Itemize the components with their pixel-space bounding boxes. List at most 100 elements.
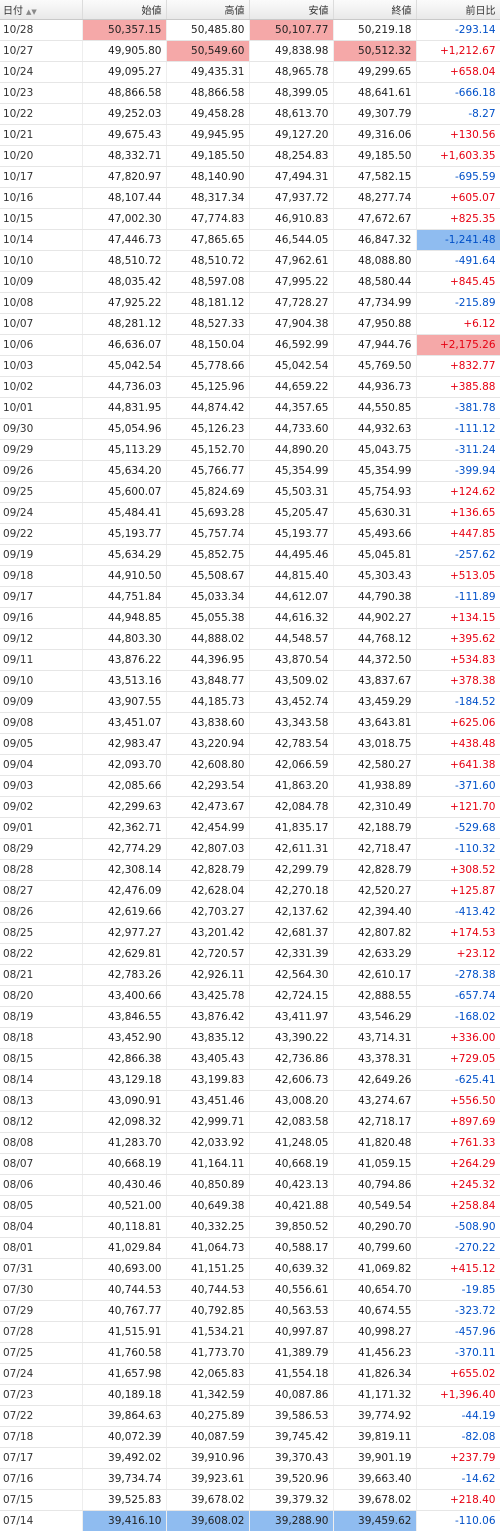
cell-date: 08/26 (0, 902, 82, 923)
cell-low: 50,107.77 (249, 20, 333, 41)
cell-low: 42,681.37 (249, 923, 333, 944)
cell-date: 09/09 (0, 692, 82, 713)
cell-high: 43,451.46 (166, 1091, 249, 1112)
cell-date: 09/03 (0, 776, 82, 797)
cell-high: 45,852.75 (166, 545, 249, 566)
cell-open: 50,357.15 (82, 20, 166, 41)
cell-low: 47,995.22 (249, 272, 333, 293)
cell-open: 49,905.80 (82, 41, 166, 62)
cell-open: 49,252.03 (82, 104, 166, 125)
column-header-low-label: 安値 (309, 6, 329, 17)
column-header-change[interactable]: 前日比 (416, 0, 500, 20)
cell-change: +641.38 (416, 755, 500, 776)
cell-low: 40,087.86 (249, 1385, 333, 1406)
cell-high: 42,293.54 (166, 776, 249, 797)
cell-low: 39,288.90 (249, 1511, 333, 1531)
cell-low: 42,736.86 (249, 1049, 333, 1070)
cell-low: 39,520.96 (249, 1469, 333, 1490)
cell-high: 48,597.08 (166, 272, 249, 293)
cell-date: 07/23 (0, 1385, 82, 1406)
cell-change: +258.84 (416, 1196, 500, 1217)
column-header-high[interactable]: 高値 (166, 0, 249, 20)
cell-open: 49,095.27 (82, 62, 166, 83)
cell-high: 43,876.42 (166, 1007, 249, 1028)
cell-change: +1,396.40 (416, 1385, 500, 1406)
cell-close: 49,299.65 (333, 62, 416, 83)
cell-close: 42,520.27 (333, 881, 416, 902)
cell-close: 42,188.79 (333, 818, 416, 839)
cell-open: 47,002.30 (82, 209, 166, 230)
cell-open: 42,098.32 (82, 1112, 166, 1133)
cell-close: 42,718.47 (333, 839, 416, 860)
cell-close: 44,932.63 (333, 419, 416, 440)
cell-date: 07/18 (0, 1427, 82, 1448)
cell-date: 09/29 (0, 440, 82, 461)
cell-high: 43,838.60 (166, 713, 249, 734)
cell-close: 45,754.93 (333, 482, 416, 503)
cell-open: 48,866.58 (82, 83, 166, 104)
cell-change: +124.62 (416, 482, 500, 503)
cell-date: 10/03 (0, 356, 82, 377)
cell-date: 08/21 (0, 965, 82, 986)
cell-high: 43,405.43 (166, 1049, 249, 1070)
cell-close: 47,582.15 (333, 167, 416, 188)
cell-low: 44,815.40 (249, 566, 333, 587)
cell-low: 44,659.22 (249, 377, 333, 398)
cell-high: 45,508.67 (166, 566, 249, 587)
cell-change: +447.85 (416, 524, 500, 545)
column-header-low[interactable]: 安値 (249, 0, 333, 20)
column-header-open[interactable]: 始値 (82, 0, 166, 20)
cell-close: 47,944.76 (333, 335, 416, 356)
cell-low: 43,411.97 (249, 1007, 333, 1028)
cell-high: 50,549.60 (166, 41, 249, 62)
cell-open: 47,446.73 (82, 230, 166, 251)
cell-change: -184.52 (416, 692, 500, 713)
cell-close: 50,512.32 (333, 41, 416, 62)
cell-open: 39,734.74 (82, 1469, 166, 1490)
cell-close: 40,794.86 (333, 1175, 416, 1196)
column-header-date[interactable]: 日付▲▼ (0, 0, 82, 20)
cell-date: 10/17 (0, 167, 82, 188)
cell-close: 41,059.15 (333, 1154, 416, 1175)
cell-low: 48,965.78 (249, 62, 333, 83)
cell-change: +218.40 (416, 1490, 500, 1511)
cell-low: 48,613.70 (249, 104, 333, 125)
cell-change: -278.38 (416, 965, 500, 986)
cell-change: -311.24 (416, 440, 500, 461)
cell-open: 42,629.81 (82, 944, 166, 965)
cell-date: 09/04 (0, 755, 82, 776)
cell-close: 39,774.92 (333, 1406, 416, 1427)
cell-high: 40,850.89 (166, 1175, 249, 1196)
cell-low: 40,423.13 (249, 1175, 333, 1196)
cell-open: 41,029.84 (82, 1238, 166, 1259)
cell-change: +245.32 (416, 1175, 500, 1196)
cell-low: 41,248.05 (249, 1133, 333, 1154)
cell-date: 08/13 (0, 1091, 82, 1112)
cell-close: 45,303.43 (333, 566, 416, 587)
cell-open: 40,693.00 (82, 1259, 166, 1280)
cell-date: 10/15 (0, 209, 82, 230)
cell-high: 39,923.61 (166, 1469, 249, 1490)
cell-open: 45,193.77 (82, 524, 166, 545)
cell-open: 41,760.58 (82, 1343, 166, 1364)
cell-high: 45,824.69 (166, 482, 249, 503)
cell-low: 43,008.20 (249, 1091, 333, 1112)
cell-low: 45,193.77 (249, 524, 333, 545)
cell-high: 50,485.80 (166, 20, 249, 41)
column-header-close[interactable]: 終値 (333, 0, 416, 20)
sort-icon[interactable]: ▲▼ (26, 8, 37, 16)
cell-change: +832.77 (416, 356, 500, 377)
